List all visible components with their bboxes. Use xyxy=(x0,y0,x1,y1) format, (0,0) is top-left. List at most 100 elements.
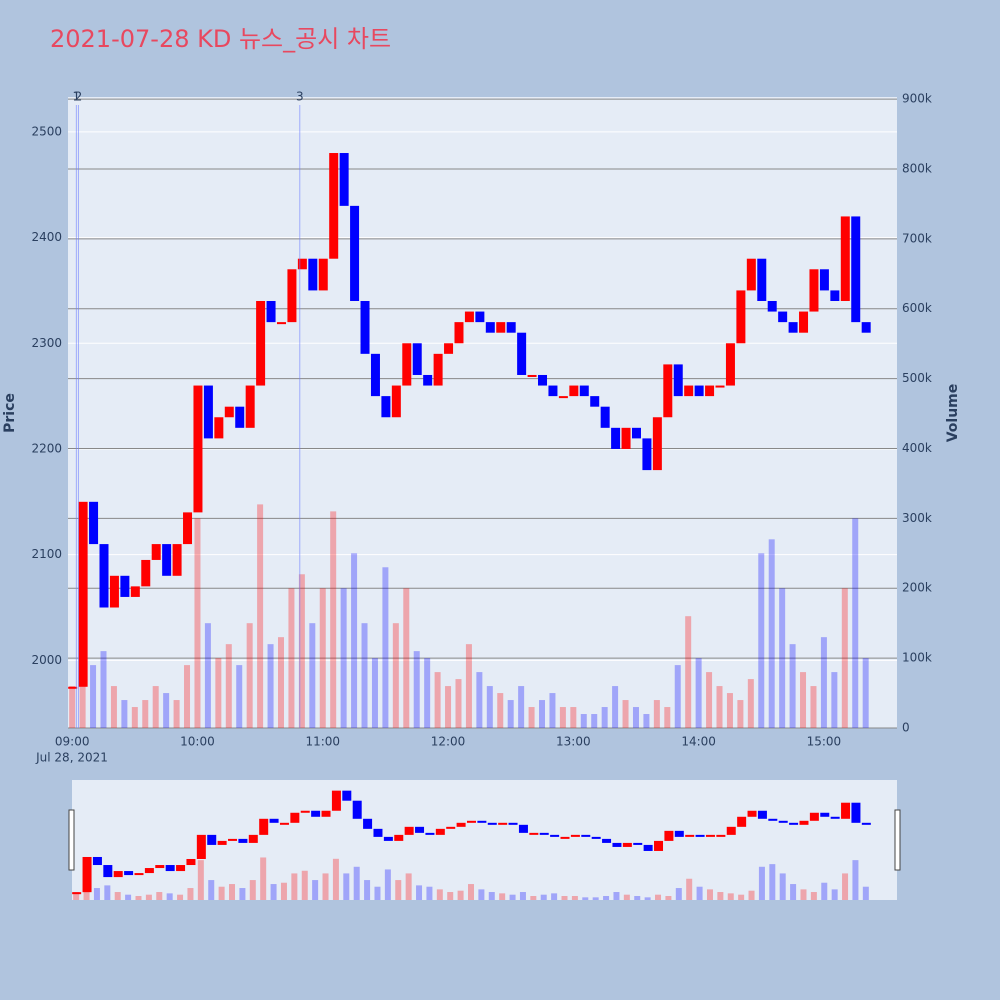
mini-candle xyxy=(248,834,258,843)
candle xyxy=(256,300,266,386)
y2-tick-label: 400k xyxy=(902,441,932,455)
mini-candle xyxy=(352,800,362,819)
mini-candle xyxy=(674,830,684,837)
mini-volume-bar xyxy=(561,896,568,900)
candle xyxy=(673,364,683,397)
mini-volume-bar xyxy=(748,890,755,900)
candle xyxy=(318,258,328,291)
volume-bar xyxy=(622,700,629,728)
volume-bar xyxy=(695,658,702,728)
candle xyxy=(276,322,286,325)
volume-bar xyxy=(319,588,326,728)
candle xyxy=(694,385,704,397)
mini-candle xyxy=(570,834,580,837)
volume-bar xyxy=(831,672,838,728)
volume-bar xyxy=(424,658,431,728)
mini-volume-bar xyxy=(353,866,360,900)
candle xyxy=(590,396,600,407)
volume-bar xyxy=(445,686,452,728)
mini-candle xyxy=(217,840,227,845)
candle xyxy=(663,364,673,418)
mini-candle xyxy=(331,790,341,811)
candle xyxy=(840,216,850,301)
volume-bar xyxy=(570,707,577,728)
candle xyxy=(861,322,871,333)
x-tick-label: 14:00 xyxy=(681,735,716,749)
volume-bar xyxy=(632,707,639,728)
volume-bar xyxy=(789,644,796,728)
mini-candle xyxy=(363,818,373,829)
candle xyxy=(485,322,495,333)
candle xyxy=(423,374,433,386)
volume-bar xyxy=(204,623,211,728)
chart-title: 2021-07-28 KD 뉴스_공시 차트 xyxy=(50,25,391,53)
mini-volume-bar xyxy=(478,889,485,900)
candle xyxy=(611,427,621,449)
mini-volume-bar xyxy=(416,885,423,900)
candle xyxy=(454,322,464,344)
candle xyxy=(757,258,767,301)
mini-candle xyxy=(851,802,861,823)
mini-candle xyxy=(861,822,871,825)
mini-candle xyxy=(415,826,425,833)
x-tick-label: 10:00 xyxy=(180,735,215,749)
mini-volume-bar xyxy=(239,888,246,900)
mini-candle xyxy=(383,836,393,841)
volume-bar xyxy=(131,707,138,728)
mini-candle xyxy=(290,812,300,823)
candle xyxy=(725,343,735,386)
volume-bar xyxy=(612,686,619,728)
candle xyxy=(151,544,161,560)
mini-candle xyxy=(196,834,206,859)
candle xyxy=(141,559,151,587)
volume-bar xyxy=(726,693,733,728)
candle xyxy=(433,353,443,386)
mini-candle xyxy=(373,828,383,837)
mini-candle xyxy=(622,842,632,847)
volume-bar xyxy=(403,588,410,728)
mini-volume-bar xyxy=(395,880,402,900)
candle xyxy=(631,427,641,439)
mini-candle xyxy=(477,820,487,823)
range-handle[interactable] xyxy=(68,809,75,871)
mini-candle xyxy=(321,810,331,817)
mini-candle xyxy=(456,822,466,827)
mini-candle xyxy=(581,834,591,837)
candle xyxy=(266,300,276,323)
candle xyxy=(412,343,422,375)
mini-candle xyxy=(633,842,643,845)
range-handle[interactable] xyxy=(894,809,901,871)
mini-volume-bar xyxy=(675,888,682,900)
mini-volume-bar xyxy=(644,897,651,900)
mini-volume-bar xyxy=(603,896,610,900)
mini-volume-bar xyxy=(135,896,142,900)
candle xyxy=(245,385,255,428)
mini-volume-bar xyxy=(717,892,724,900)
volume-bar xyxy=(800,672,807,728)
volume-bar xyxy=(862,658,869,728)
mini-volume-bar xyxy=(655,894,662,900)
mini-volume-bar xyxy=(114,892,121,900)
mini-volume-bar xyxy=(249,880,256,900)
volume-bar xyxy=(382,567,389,728)
volume-bar xyxy=(194,518,201,728)
mini-candle xyxy=(799,820,809,825)
mini-candle xyxy=(176,865,186,872)
volume-bar xyxy=(351,553,358,728)
mini-candle xyxy=(508,822,518,825)
volume-bar xyxy=(549,693,556,728)
mini-candle xyxy=(841,802,851,819)
mini-candle xyxy=(113,871,123,878)
candle xyxy=(172,544,182,576)
candle xyxy=(579,385,589,397)
mini-volume-bar xyxy=(696,886,703,900)
annotation-label: 2 xyxy=(75,90,83,104)
volume-bar xyxy=(257,504,264,728)
mini-volume-bar xyxy=(229,884,236,900)
mini-candle xyxy=(155,865,165,869)
volume-bar xyxy=(841,588,848,728)
volume-bar xyxy=(455,679,462,728)
mini-candle xyxy=(435,828,445,835)
candle xyxy=(558,396,568,399)
candle xyxy=(705,385,715,397)
